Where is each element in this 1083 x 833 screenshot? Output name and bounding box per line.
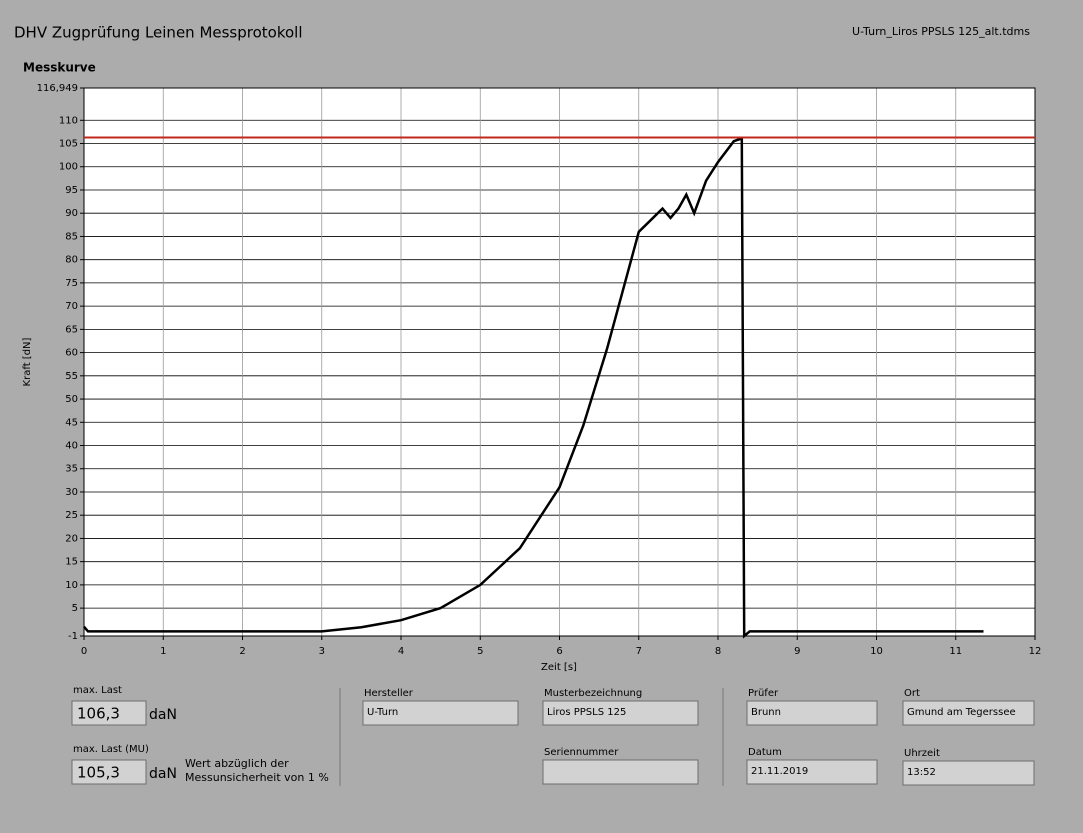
value-box [902,760,1035,786]
field-label: Prüfer [748,688,779,699]
y-tick-label: 5 [72,603,78,614]
x-tick-label: 8 [715,646,721,657]
y-tick-label: 85 [65,231,78,242]
field-label: Hersteller [364,688,414,699]
value-box [746,759,878,785]
x-tick-label: 11 [949,646,962,657]
y-tick-label: 90 [65,208,78,219]
y-tick-label: 30 [65,487,78,498]
y-tick-label: 45 [65,417,78,428]
note: Messunsicherheit von 1 % [185,771,329,784]
value-box [542,700,699,726]
x-tick-label: 0 [81,646,87,657]
y-tick-label: 50 [65,394,78,405]
value-box [362,700,519,726]
y-tick-label: 105 [59,139,78,150]
y-tick-label: 116,949 [37,83,78,94]
x-tick-label: 2 [239,646,245,657]
y-tick-label: 40 [65,441,78,452]
y-tick-label: 35 [65,464,78,475]
x-axis-label: Zeit [s] [541,662,577,673]
plot-frame [83,87,1036,637]
file-name: U-Turn_Liros PPSLS 125_alt.tdms [852,25,1030,38]
window-title: DHV Zugprüfung Leinen Messprotokoll [14,24,303,42]
field-value: Brunn [751,707,781,718]
y-tick-label: 55 [65,371,78,382]
unit: daN [149,707,177,723]
y-axis-label: Kraft [dN] [22,337,33,386]
x-tick-label: 1 [160,646,166,657]
y-tick-label: 80 [65,255,78,266]
value-box [542,759,699,785]
y-tick-label: 75 [65,278,78,289]
field-value: Gmund am Tegerssee [907,707,1016,718]
field-value: Liros PPSLS 125 [547,707,626,718]
x-tick-label: 6 [556,646,562,657]
y-tick-label: 25 [65,510,78,521]
y-tick-label: 65 [65,324,78,335]
y-tick-label: 70 [65,301,78,312]
y-tick-label: 110 [59,115,78,126]
field-label: Uhrzeit [904,748,940,759]
value-box [902,700,1035,726]
data-line [83,136,984,639]
field-value: 21.11.2019 [751,766,808,777]
field-value: 105,3 [77,764,120,782]
value-box [746,700,878,726]
y-tick-label: 60 [65,348,78,359]
field-label: max. Last (MU) [73,744,149,755]
x-tick-label: 12 [1029,646,1042,657]
x-tick-label: 7 [636,646,642,657]
field-value: U-Turn [367,707,398,718]
x-tick-label: 3 [319,646,325,657]
note: Wert abzüglich der [185,757,289,770]
field-value: 106,3 [77,705,120,723]
y-tick-label: 10 [65,580,78,591]
value-box [71,759,147,785]
field-label: Ort [904,688,920,699]
x-tick-label: 4 [398,646,404,657]
x-tick-label: 5 [477,646,483,657]
y-tick-label: 100 [59,162,78,173]
x-tick-label: 9 [794,646,800,657]
y-tick-label: 95 [65,185,78,196]
field-value: 13:52 [907,767,936,778]
y-tick-label: -1 [68,631,78,642]
chart-title: Messkurve [23,61,96,75]
field-label: Seriennummer [544,747,619,758]
field-label: max. Last [73,685,122,696]
x-tick-label: 10 [870,646,883,657]
value-box [71,700,147,726]
y-tick-label: 20 [65,533,78,544]
field-label: Datum [748,747,782,758]
field-label: Musterbezeichnung [544,688,642,699]
unit: daN [149,766,177,782]
y-tick-label: 15 [65,557,78,568]
